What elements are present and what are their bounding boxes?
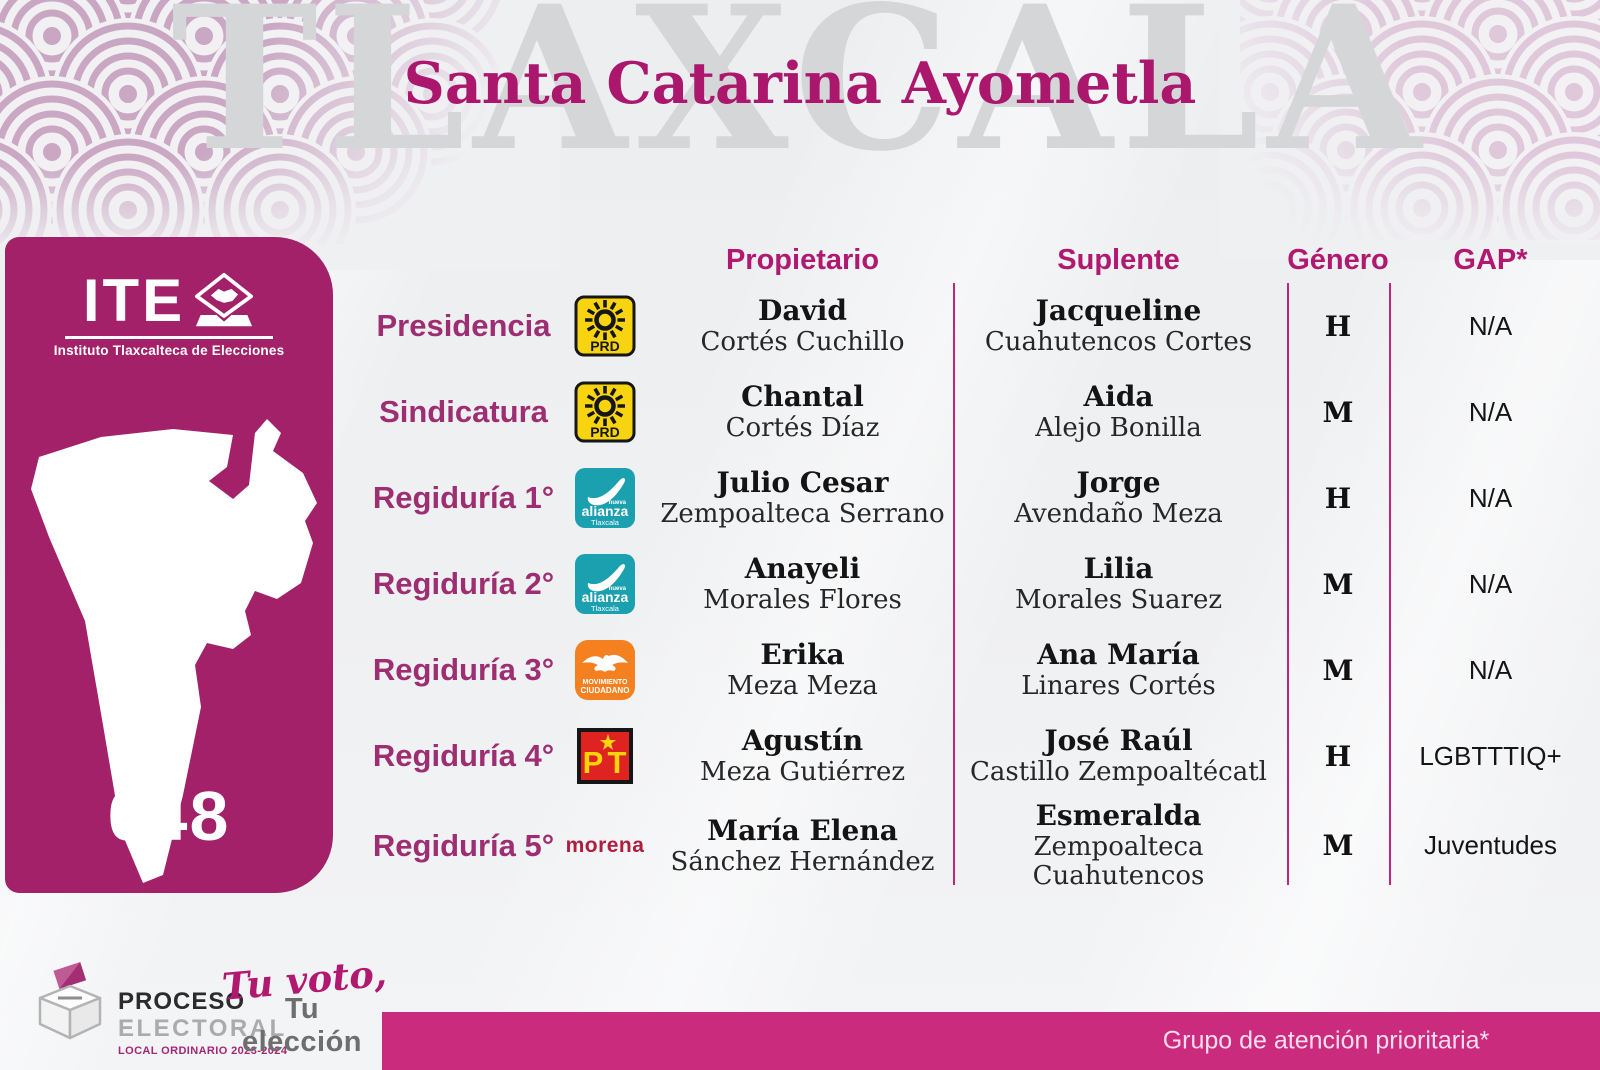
district-card: ITE Instituto Tlaxcalteca de Elecciones …	[5, 237, 333, 893]
propietario-name: Anayeli Morales Flores	[703, 552, 902, 615]
party-logo-movimiento-ciudadano: MOVIMIENTO CIUDADANO	[555, 639, 655, 701]
svg-text:Tlaxcala: Tlaxcala	[591, 604, 620, 613]
position-label: Sindicatura	[379, 394, 548, 429]
footer-bar: Grupo de atención prioritaria*	[382, 1012, 1600, 1070]
gap-value: N/A	[1468, 568, 1513, 599]
proceso-line3: LOCAL ORDINARIO 2023-2024	[118, 1045, 288, 1057]
position-label: Regiduría 3°	[372, 652, 555, 687]
header-propietario: Propietario	[725, 243, 880, 276]
svg-text:PRD: PRD	[590, 424, 620, 440]
proceso-electoral-logo: PROCESO ELECTORAL LOCAL ORDINARIO 2023-2…	[118, 990, 287, 1057]
ite-acronym: ITE	[82, 267, 186, 334]
svg-text:MOVIMIENTO: MOVIMIENTO	[583, 679, 629, 686]
municipality-number: 048	[107, 777, 231, 855]
column-divider	[1389, 283, 1391, 885]
suplente-name: Jorge Avendaño Meza	[1014, 466, 1223, 529]
scallop-fade-left	[0, 0, 560, 270]
table-row: Regiduría 4° P T Agustín Meza Gutiérrez J…	[372, 713, 1592, 799]
position-label: Regiduría 1°	[372, 480, 555, 515]
suplente-name: José Raúl Castillo Zempoaltécatl	[970, 724, 1267, 787]
slogan: Tu voto, Tu elección	[220, 951, 388, 1059]
gap-value: Juventudes	[1424, 830, 1557, 861]
scallop-fade-right	[1220, 0, 1600, 260]
suplente-name: Lilia Morales Suarez	[1014, 552, 1223, 615]
party-logo-morena: morena	[565, 833, 645, 857]
svg-text:P: P	[583, 745, 604, 780]
table-row: Presidencia	[372, 283, 1592, 369]
page-title: Santa Catarina Ayometla	[403, 50, 1197, 117]
genero-value: H	[1324, 739, 1352, 773]
suplente-name: Esmeralda Zempoalteca Cuahutencos	[1032, 799, 1205, 892]
table-header-row: Propietario Suplente Género GAP*	[372, 237, 1592, 283]
svg-text:CIUDADANO: CIUDADANO	[581, 686, 630, 695]
suplente-name: Ana María Linares Cortés	[1021, 638, 1216, 701]
proceso-line1: PROCESO	[118, 988, 246, 1015]
column-divider	[953, 283, 955, 885]
position-label: Regiduría 2°	[372, 566, 555, 601]
propietario-name: Agustín Meza Gutiérrez	[699, 724, 906, 787]
header-genero: Género	[1287, 243, 1389, 276]
propietario-name: Julio Cesar Zempoalteca Serrano	[660, 466, 945, 529]
slogan-bold-line: Tu elección	[241, 993, 363, 1058]
table-row: Regiduría 5° morena María Elena Sánchez H…	[372, 799, 1592, 891]
gap-footnote: Grupo de atención prioritaria*	[1162, 1026, 1490, 1055]
suplente-name: Jacqueline Cuahutencos Cortes	[984, 294, 1253, 357]
position-label: Regiduría 5°	[372, 827, 555, 863]
proceso-line2: ELECTORAL	[118, 1015, 287, 1042]
party-logo-pt: P T	[555, 727, 655, 785]
svg-text:alianza: alianza	[582, 589, 629, 605]
gap-value: LGBTTTIQ+	[1419, 740, 1562, 771]
table-row: Regiduría 1° nueva alianza Tlaxcala Juli…	[372, 455, 1592, 541]
ballot-box-icon	[195, 272, 254, 327]
column-divider	[1287, 283, 1289, 885]
gap-value: N/A	[1468, 396, 1513, 427]
position-label: Presidencia	[376, 308, 551, 343]
party-logo-prd: PRD	[555, 381, 655, 443]
genero-value: M	[1322, 395, 1354, 429]
suplente-name: Aida Alejo Bonilla	[1035, 380, 1202, 443]
propietario-name: David Cortés Cuchillo	[700, 294, 905, 357]
header-suplente: Suplente	[1057, 243, 1180, 276]
state-watermark: TLAXCALA	[170, 0, 1430, 195]
header-gap: GAP*	[1453, 243, 1528, 276]
genero-value: M	[1322, 829, 1354, 863]
propietario-name: Chantal Cortés Díaz	[725, 380, 880, 443]
candidates-table: Propietario Suplente Género GAP* Preside…	[372, 237, 1592, 892]
gap-value: N/A	[1468, 654, 1513, 685]
ite-divider	[65, 336, 273, 339]
svg-text:nueva: nueva	[609, 586, 627, 592]
party-logo-nueva-alianza: nueva alianza Tlaxcala	[555, 553, 655, 615]
position-label: Regiduría 4°	[372, 738, 555, 773]
gap-value: N/A	[1468, 482, 1513, 513]
genero-value: H	[1324, 309, 1352, 343]
municipality-map	[31, 419, 317, 883]
svg-text:alianza: alianza	[582, 503, 629, 519]
svg-text:PRD: PRD	[590, 338, 620, 354]
svg-text:nueva: nueva	[609, 500, 627, 506]
table-row: Sindicatura	[372, 369, 1592, 455]
ite-subtitle: Instituto Tlaxcalteca de Elecciones	[53, 342, 285, 358]
propietario-name: Erika Meza Meza	[727, 638, 878, 701]
ite-logo: ITE Instituto Tlaxcalteca de Elecciones	[5, 271, 333, 358]
propietario-name: María Elena Sánchez Hernández	[670, 813, 935, 877]
table-row: Regiduría 3° MOVIMIENTO CIUDADANO Erika M…	[372, 627, 1592, 713]
gap-value: N/A	[1468, 310, 1513, 341]
party-logo-prd: PRD	[555, 295, 655, 357]
svg-text:Tlaxcala: Tlaxcala	[591, 518, 620, 527]
proceso-electoral-ballot-icon	[38, 962, 102, 1040]
party-logo-nueva-alianza: nueva alianza Tlaxcala	[555, 467, 655, 529]
genero-value: M	[1322, 567, 1354, 601]
table-row: Regiduría 2° nueva alianza Tlaxcala Anay…	[372, 541, 1592, 627]
svg-text:T: T	[608, 745, 627, 780]
genero-value: H	[1324, 481, 1352, 515]
genero-value: M	[1322, 653, 1354, 687]
